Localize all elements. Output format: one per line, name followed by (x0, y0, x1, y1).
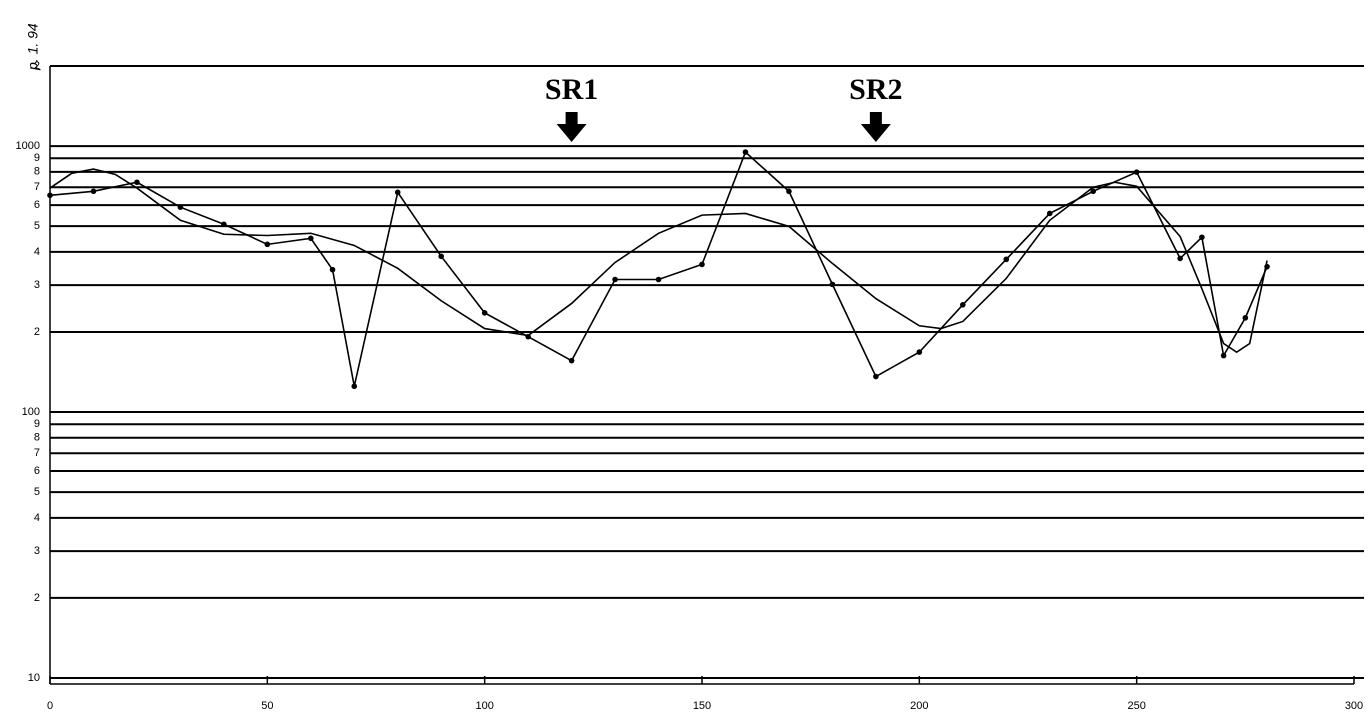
data-point (1220, 352, 1227, 359)
data-point (90, 188, 97, 195)
series-line (49, 168, 1268, 354)
x-tick-label: 50 (261, 700, 273, 712)
y-tick-label: 5 (34, 220, 40, 232)
y-tick-label: 1000 (16, 140, 40, 152)
annotation: SR2 (849, 73, 902, 106)
x-tick-label: 300 (1345, 700, 1363, 712)
y-tick-label: 7 (34, 447, 40, 459)
data-point (329, 266, 336, 273)
data-point (351, 383, 358, 390)
y-tick-label: 6 (34, 465, 40, 477)
series-line (49, 150, 1268, 387)
y-tick-label: 100 (22, 406, 40, 418)
data-point (1046, 210, 1053, 217)
y-tick-label: 9 (34, 418, 40, 430)
data-point (481, 310, 488, 316)
y-tick-label: 10 (28, 672, 40, 684)
side-note: p. 1. 94 (25, 23, 41, 71)
y-tick-label: 2 (34, 60, 40, 72)
data-point (742, 149, 749, 155)
y-tick-label: 9 (34, 152, 40, 164)
data-point (960, 302, 966, 308)
data-point (1003, 256, 1010, 263)
y-tick-label: 7 (34, 181, 40, 193)
y-tick-label: 2 (34, 326, 40, 338)
data-point (47, 192, 53, 199)
annotation-arrow (860, 112, 891, 142)
y-tick-label: 8 (34, 166, 40, 178)
annotation-arrow (556, 112, 587, 142)
data-point (1133, 169, 1140, 175)
data-point (1242, 315, 1249, 321)
data-point (308, 235, 314, 242)
data-point (612, 276, 618, 283)
x-tick-label: 150 (693, 700, 711, 712)
data-point (134, 179, 140, 186)
x-tick-label: 200 (910, 700, 928, 712)
y-tick-label: 3 (34, 545, 40, 557)
y-tick-label: 4 (34, 246, 40, 258)
data-point (829, 281, 836, 288)
y-tick-label: 4 (34, 512, 40, 524)
x-tick-label: 100 (475, 700, 493, 712)
data-point (1090, 188, 1096, 195)
y-tick-label: 6 (34, 199, 40, 211)
data-point (916, 349, 923, 355)
data-point (568, 357, 575, 364)
y-tick-label: 5 (34, 486, 40, 498)
data-point (221, 221, 227, 228)
data-point (699, 261, 705, 268)
data-point (1177, 255, 1183, 262)
y-tick-label: 2 (34, 592, 40, 604)
data-point (655, 276, 662, 283)
data-point (786, 188, 792, 195)
data-point (873, 373, 879, 380)
x-tick-label: 0 (47, 700, 53, 712)
data-point (264, 241, 271, 248)
data-point (438, 253, 445, 260)
x-tick-label: 250 (1127, 700, 1145, 712)
annotation: SR1 (545, 73, 598, 106)
y-tick-label: 3 (34, 279, 40, 291)
data-point (394, 189, 401, 196)
data-point (177, 204, 184, 211)
data-point (1199, 234, 1205, 241)
y-tick-label: 8 (34, 432, 40, 444)
